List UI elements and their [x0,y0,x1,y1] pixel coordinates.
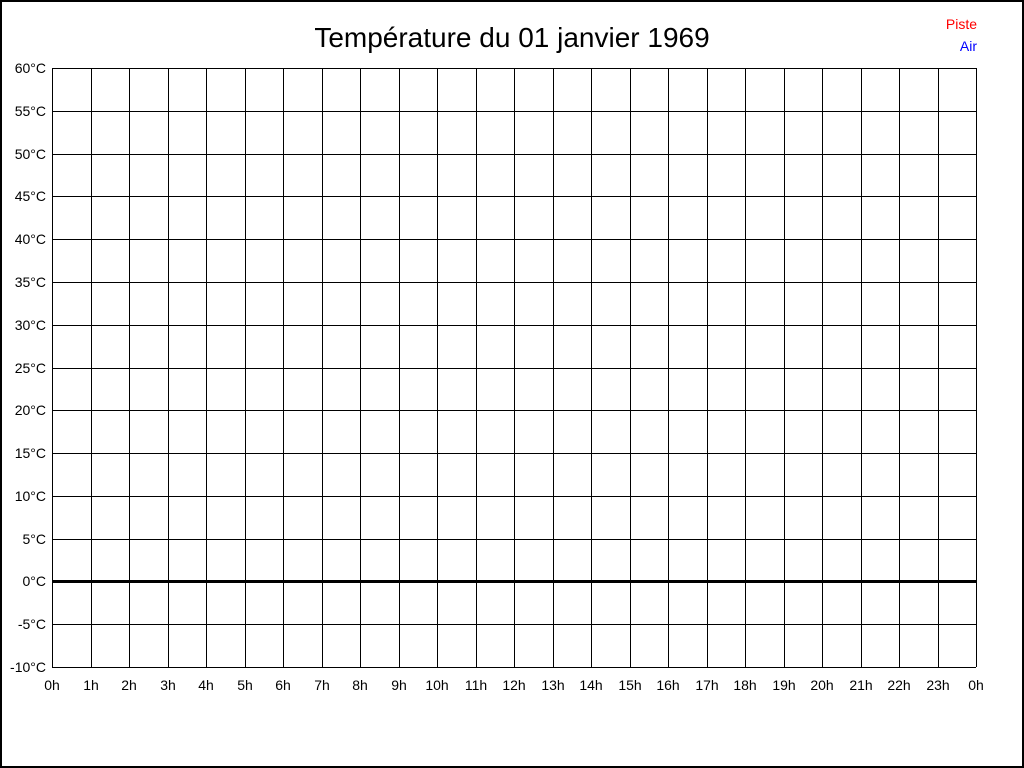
y-tick-label: 55°C [14,103,46,119]
grid-line-vertical [822,68,823,667]
grid-line-vertical [129,68,130,667]
x-tick-label: 3h [160,677,176,693]
grid-line-horizontal [52,453,976,454]
y-tick-label: -5°C [17,616,46,632]
y-tick-label: 5°C [22,531,47,547]
grid-line-vertical [745,68,746,667]
x-tick-label: 13h [541,677,565,693]
x-tick-label: 0h [968,677,984,693]
y-tick-label: 45°C [14,188,46,204]
grid-line-vertical [861,68,862,667]
x-tick-label: 10h [425,677,449,693]
chart-title: Température du 01 janvier 1969 [314,22,710,53]
y-tick-label: 35°C [14,274,46,290]
y-tick-label: 30°C [14,317,46,333]
grid-line-vertical [784,68,785,667]
grid-line-horizontal [52,410,976,411]
x-tick-label: 19h [772,677,796,693]
y-tick-label: 15°C [14,445,46,461]
x-tick-label: 22h [887,677,911,693]
grid-line-vertical [938,68,939,667]
y-tick-label: 20°C [14,402,46,418]
grid-line-vertical [91,68,92,667]
x-axis-labels: 0h 1h 2h 3h 4h 5h 6h 7h 8h 9h 10h 11h 12h 13h 14h 15h 16… [2,678,1022,698]
x-tick-label: 2h [121,677,137,693]
x-tick-label: 14h [579,677,603,693]
grid-line-vertical [514,68,515,667]
x-tick-label: 16h [656,677,680,693]
x-tick-label: 23h [926,677,950,693]
y-tick-label: 60°C [14,60,46,76]
grid-line-horizontal [52,325,976,326]
y-axis-labels: 60°C 55°C 50°C 45°C 40°C 35°C 30°C 25°C 20°C 15°C… [2,2,46,766]
grid-line-horizontal [52,154,976,155]
x-tick-label: 12h [502,677,526,693]
plot-area [52,68,977,668]
x-tick-label: 1h [83,677,99,693]
grid-line-vertical [168,68,169,667]
grid-line-vertical [245,68,246,667]
y-tick-label: 0°C [22,573,47,589]
grid-line-vertical [899,68,900,667]
grid-line-vertical [437,68,438,667]
grid-line-vertical [630,68,631,667]
grid-line-vertical [360,68,361,667]
x-tick-label: 7h [314,677,330,693]
grid-line-vertical [52,68,53,667]
grid-line-vertical [322,68,323,667]
x-tick-label: 4h [198,677,214,693]
grid-line-horizontal [52,68,976,69]
x-tick-label: 15h [618,677,642,693]
grid-line-horizontal [52,111,976,112]
grid-line-horizontal [52,239,976,240]
x-tick-label: 5h [237,677,253,693]
zero-grid-line [52,580,976,583]
x-tick-label: 18h [733,677,757,693]
y-tick-label: 10°C [14,488,46,504]
grid-line-horizontal [52,667,976,668]
x-tick-label: 9h [391,677,407,693]
x-tick-label: 21h [849,677,873,693]
legend-item-piste: Piste [945,16,977,32]
grid-line-vertical [553,68,554,667]
y-tick-label: 40°C [14,231,46,247]
grid-line-vertical [206,68,207,667]
grid-line-vertical [399,68,400,667]
grid-line-horizontal [52,196,976,197]
grid-line-vertical [283,68,284,667]
grid-line-horizontal [52,496,976,497]
x-tick-label: 8h [352,677,368,693]
grid-line-horizontal [52,368,976,369]
grid-line-horizontal [52,624,976,625]
grid-line-vertical [707,68,708,667]
grid-line-vertical [668,68,669,667]
grid-line-vertical [976,68,977,667]
legend: Piste Air [946,13,977,57]
x-tick-label: 11h [464,677,488,693]
x-tick-label: 6h [275,677,291,693]
y-tick-label: 25°C [14,360,46,376]
x-tick-label: 17h [695,677,719,693]
y-tick-label: 50°C [14,146,46,162]
x-tick-label: 0h [44,677,60,693]
grid-line-horizontal [52,282,976,283]
grid-line-horizontal [52,539,976,540]
legend-item-air: Air [959,38,977,54]
grid-line-vertical [591,68,592,667]
y-tick-label: -10°C [10,659,46,675]
grid-line-vertical [476,68,477,667]
x-tick-label: 20h [810,677,834,693]
